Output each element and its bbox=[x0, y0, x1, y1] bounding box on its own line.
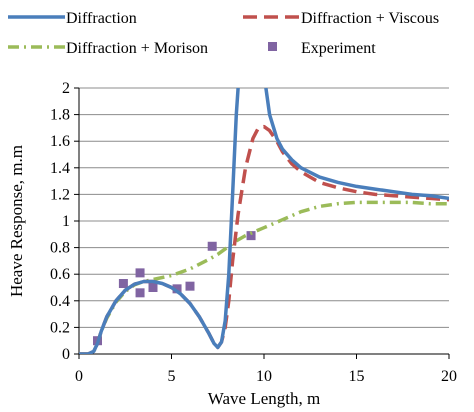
legend-label: Diffraction + Morison bbox=[66, 40, 208, 57]
y-tick-label: 0.2 bbox=[50, 319, 70, 336]
y-tick-label: 0 bbox=[62, 346, 70, 363]
y-tick-label: 1.8 bbox=[50, 107, 70, 124]
x-tick-label: 10 bbox=[256, 368, 272, 385]
diffraction-line bbox=[264, 88, 449, 201]
y-tick-label: 0.4 bbox=[50, 293, 70, 310]
y-tick-label: 1.6 bbox=[50, 133, 70, 150]
legend-swatch bbox=[268, 42, 277, 51]
experiment-marker bbox=[172, 284, 182, 294]
diffraction-line bbox=[79, 88, 240, 354]
y-tick-label: 2 bbox=[62, 80, 70, 97]
y-axis-label: Heave Response, m.m bbox=[7, 145, 26, 297]
experiment-marker bbox=[135, 268, 145, 278]
x-tick-label: 20 bbox=[441, 368, 457, 385]
x-axis-label: Wave Length, m bbox=[208, 389, 320, 408]
experiment-marker bbox=[135, 288, 145, 298]
legend: Diffraction Diffraction + Viscous Diffract… bbox=[8, 10, 439, 57]
x-tick-label: 15 bbox=[349, 368, 365, 385]
diffraction-morison-line bbox=[79, 200, 449, 354]
y-tick-labels: 0 0.2 0.4 0.6 0.8 1 1.2 1.4 1.6 1.8 2 bbox=[50, 80, 79, 363]
x-tick-label: 5 bbox=[168, 368, 176, 385]
legend-item-diffraction: Diffraction bbox=[8, 10, 137, 27]
experiment-marker bbox=[207, 241, 217, 251]
x-tick-labels: 0 5 10 15 20 bbox=[75, 354, 457, 385]
legend-item-diffraction-morison: Diffraction + Morison bbox=[8, 40, 208, 57]
series-layer bbox=[79, 88, 449, 354]
legend-label: Experiment bbox=[301, 40, 376, 57]
experiment-marker bbox=[185, 281, 195, 291]
y-tick-label: 1.2 bbox=[50, 186, 70, 203]
legend-label: Diffraction + Viscous bbox=[301, 10, 439, 27]
legend-item-experiment: Experiment bbox=[268, 40, 376, 57]
x-tick-label: 0 bbox=[75, 368, 83, 385]
experiment-marker bbox=[246, 231, 256, 241]
y-tick-label: 0.8 bbox=[50, 240, 70, 257]
gridlines bbox=[79, 87, 449, 328]
experiment-marker bbox=[118, 279, 128, 289]
diffraction-viscous-line bbox=[79, 124, 449, 354]
experiment-marker bbox=[148, 283, 158, 292]
legend-item-diffraction-viscous: Diffraction + Viscous bbox=[243, 10, 439, 27]
legend-label: Diffraction bbox=[66, 10, 137, 27]
y-tick-label: 0.6 bbox=[50, 266, 70, 283]
y-tick-label: 1.4 bbox=[50, 160, 70, 177]
y-tick-label: 1 bbox=[62, 213, 70, 230]
